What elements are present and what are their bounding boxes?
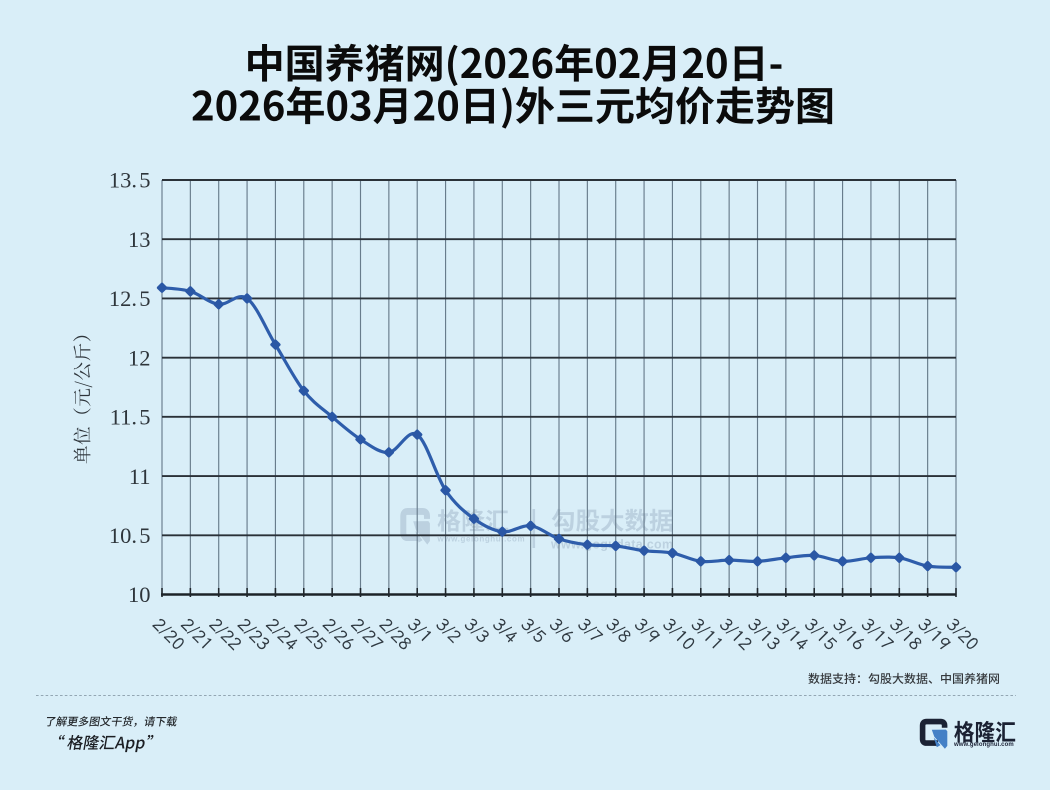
svg-text:12: 12 (128, 345, 151, 370)
svg-text:www.gelonghui.com: www.gelonghui.com (953, 742, 1014, 748)
svg-text:11.5: 11.5 (110, 405, 151, 430)
svg-text:13: 13 (128, 227, 151, 252)
svg-text:12.5: 12.5 (109, 286, 151, 311)
svg-text:11: 11 (129, 464, 151, 489)
svg-text:10: 10 (128, 582, 151, 607)
svg-text:10.5: 10.5 (109, 523, 151, 548)
svg-text:13.5: 13.5 (109, 168, 151, 193)
svg-text:www.gelonghui.com: www.gelonghui.com (437, 535, 526, 544)
